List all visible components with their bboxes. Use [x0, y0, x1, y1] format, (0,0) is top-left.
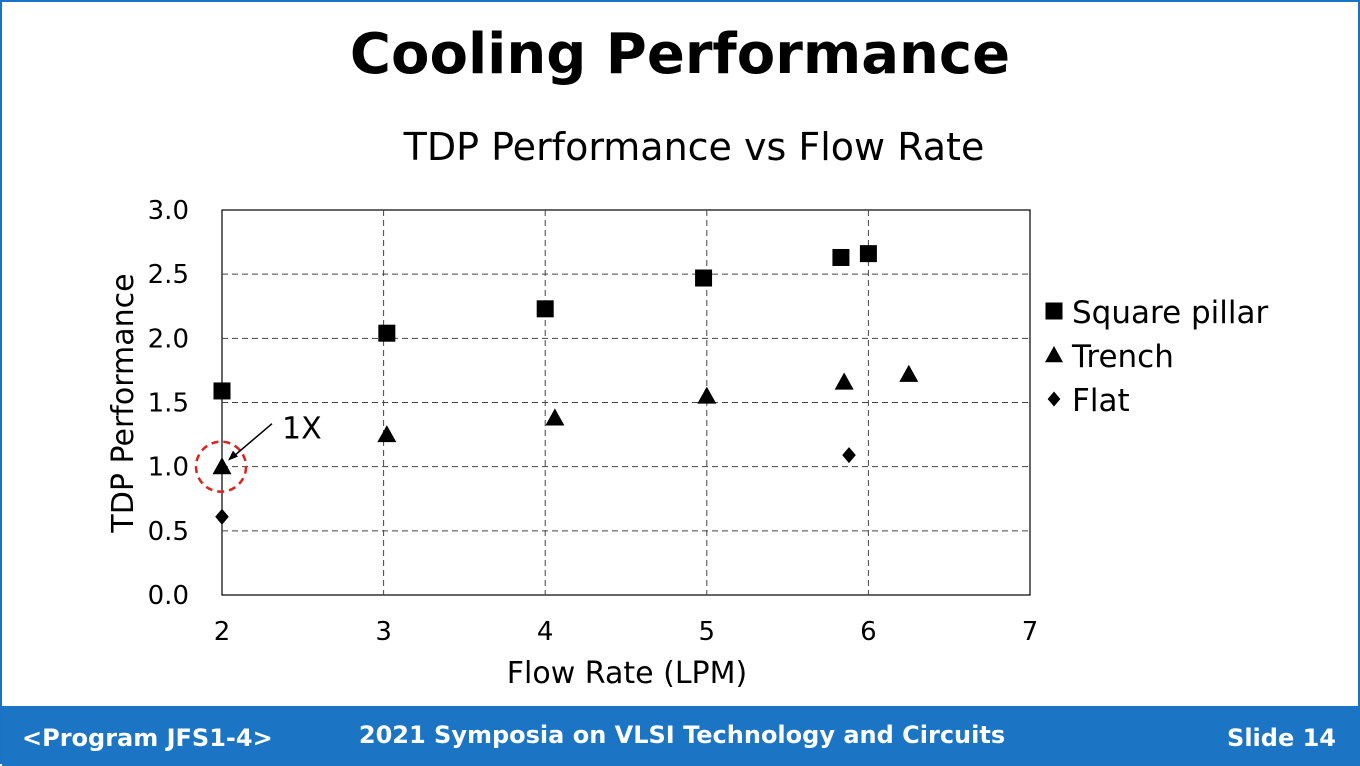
x-axis-label: Flow Rate (LPM) — [507, 656, 747, 691]
x-tick-label: 6 — [860, 617, 877, 647]
square-pillar-point — [378, 324, 396, 342]
square-pillar-point — [859, 245, 877, 263]
footer-program: <Program JFS1-4> — [22, 724, 273, 752]
chart-title: TDP Performance vs Flow Rate — [403, 125, 985, 169]
trench-point — [545, 408, 565, 426]
y-tick-label: 1.0 — [148, 453, 189, 483]
legend-marker — [1047, 391, 1061, 407]
legend-marker — [1045, 302, 1063, 320]
legend: Square pillar Trench Flat — [1045, 295, 1269, 419]
annotation-label: 1X — [282, 412, 322, 447]
trench-point — [697, 386, 717, 404]
trench-point — [834, 372, 854, 390]
footer-conference: 2021 Symposia on VLSI Technology and Cir… — [358, 721, 1006, 749]
flat-point — [842, 447, 856, 464]
grid-lines — [222, 210, 1030, 595]
annotation-arrow-line — [231, 423, 273, 459]
y-tick-label: 3.0 — [148, 196, 189, 226]
legend-marker — [1045, 346, 1063, 363]
square-pillar-point — [536, 300, 554, 318]
x-tick-label: 7 — [1022, 617, 1039, 647]
trench-point — [377, 425, 397, 443]
y-tick-label: 0.5 — [148, 517, 189, 547]
y-tick-label: 2.5 — [148, 260, 189, 290]
annotation-1x: 1X — [194, 412, 322, 493]
slide-title: Cooling Performance — [349, 22, 1011, 87]
trench-point — [899, 364, 919, 382]
trench-point — [212, 457, 232, 475]
flat-point — [215, 508, 229, 525]
scatter-chart: TDP Performance vs Flow Rate 2 3 4 5 6 7 0.0 0.… — [106, 125, 1269, 691]
footer-bar: <Program JFS1-4> 2021 Symposia on VLSI T… — [2, 706, 1360, 766]
legend-label: Square pillar — [1072, 295, 1269, 331]
legend-label: Flat — [1072, 383, 1130, 419]
footer-slide-number: Slide 14 — [1227, 724, 1336, 752]
y-tick-label: 2.0 — [148, 324, 189, 354]
square-pillar-point — [832, 248, 850, 266]
square-pillar-point — [695, 269, 713, 287]
data-points — [212, 245, 919, 525]
x-tick-label: 5 — [699, 617, 716, 647]
square-pillar-point — [213, 382, 231, 400]
y-tick-label: 1.5 — [148, 389, 189, 419]
highlight-circle — [194, 440, 248, 493]
x-tick-label: 2 — [214, 617, 231, 647]
y-axis-label: TDP Performance — [106, 273, 141, 533]
y-tick-label: 0.0 — [148, 581, 189, 611]
legend-label: Trench — [1071, 339, 1174, 375]
annotation-arrowhead — [228, 450, 238, 461]
tick-labels: 2 3 4 5 6 7 0.0 0.5 1.0 1.5 2.0 2.5 3.0 — [148, 196, 1039, 647]
x-tick-label: 3 — [375, 617, 392, 647]
x-tick-label: 4 — [537, 617, 554, 647]
